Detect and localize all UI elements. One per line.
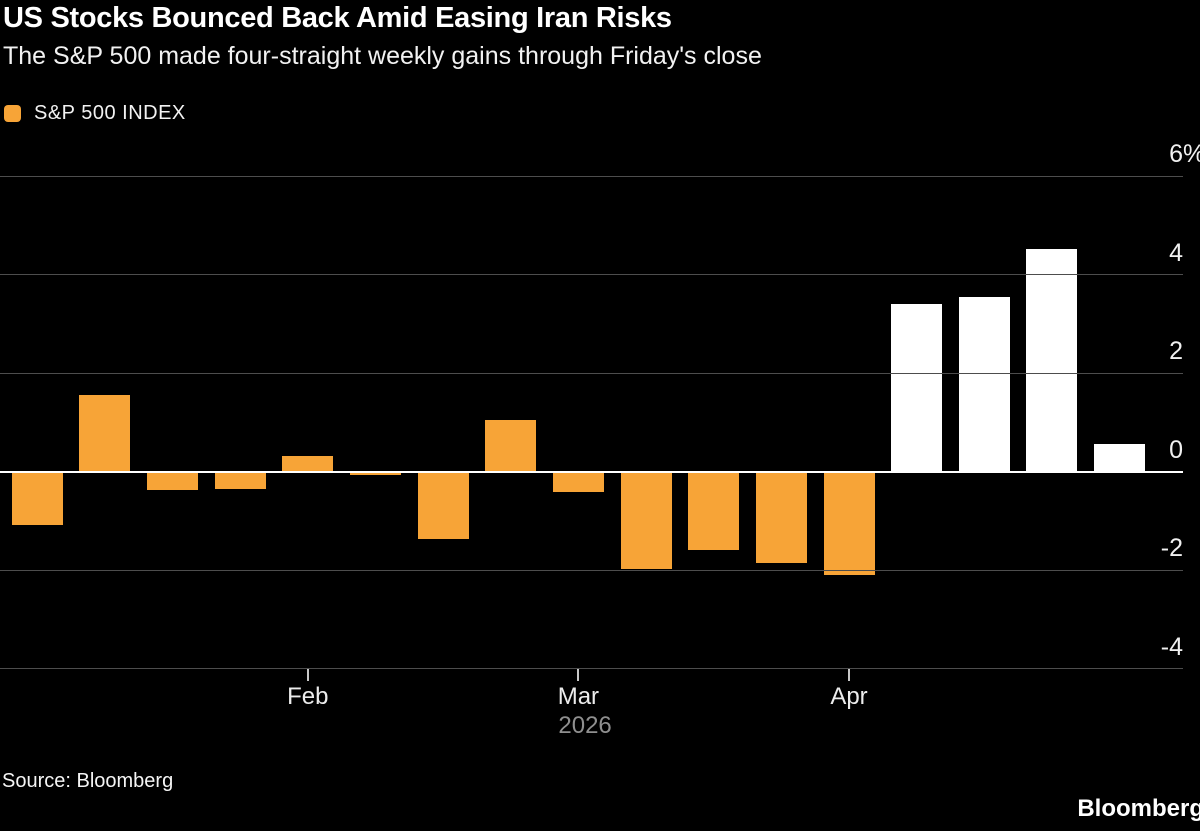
bar-week-16: [1026, 248, 1078, 472]
x-axis-label-feb: Feb: [287, 683, 329, 710]
bar-week-13: [823, 471, 875, 575]
y-axis-label--2: -2: [1160, 534, 1183, 562]
gridline-y--4: [0, 668, 1183, 669]
x-tick-apr: [848, 669, 850, 681]
bar-week-8: [485, 419, 537, 472]
legend-swatch-icon: [4, 105, 21, 122]
bar-week-12: [755, 471, 807, 563]
bar-week-15: [958, 296, 1010, 472]
bar-week-14: [891, 304, 943, 472]
y-axis-label-6: 6%: [1169, 140, 1200, 168]
bar-week-17: [1094, 444, 1146, 472]
page-subtitle: The S&P 500 made four-straight weekly ga…: [3, 42, 762, 70]
gridline-y-6: [0, 175, 1183, 177]
legend: S&P 500 INDEX: [4, 102, 186, 125]
zero-line: [0, 470, 1183, 473]
bar-week-3: [147, 471, 198, 490]
bar-week-5: [282, 455, 334, 472]
bar-week-6: [349, 471, 401, 476]
x-tick-mar: [577, 669, 580, 681]
percent-suffix: %: [1183, 140, 1200, 168]
bloomberg-logo: Bloomberg: [1077, 795, 1200, 822]
page-title: US Stocks Bounced Back Amid Easing Iran …: [3, 2, 672, 34]
x-axis-label-apr: Apr: [830, 683, 868, 710]
bar-week-10: [620, 471, 672, 569]
y-axis-label-2: 2: [1169, 337, 1183, 365]
source-note: Source: Bloomberg: [2, 770, 174, 792]
y-axis-label-0: 0: [1169, 435, 1183, 464]
x-tick-feb: [306, 669, 309, 681]
gridline-y-2: [0, 372, 1183, 374]
x-axis-label-mar: Mar: [557, 683, 600, 710]
bar-week-11: [688, 471, 740, 551]
bar-week-1: [11, 471, 63, 525]
bar-week-7: [417, 471, 469, 540]
legend-label: S&P 500 INDEX: [34, 102, 186, 124]
gridline-y-4: [0, 274, 1183, 275]
bar-week-9: [552, 471, 604, 493]
bar-week-4: [214, 471, 266, 490]
y-axis-label-4: 4: [1169, 238, 1183, 267]
year-label: 2026: [558, 712, 612, 739]
y-axis-label--4: -4: [1160, 632, 1183, 661]
bar-week-2: [79, 395, 131, 472]
gridline-y--2: [0, 569, 1183, 571]
